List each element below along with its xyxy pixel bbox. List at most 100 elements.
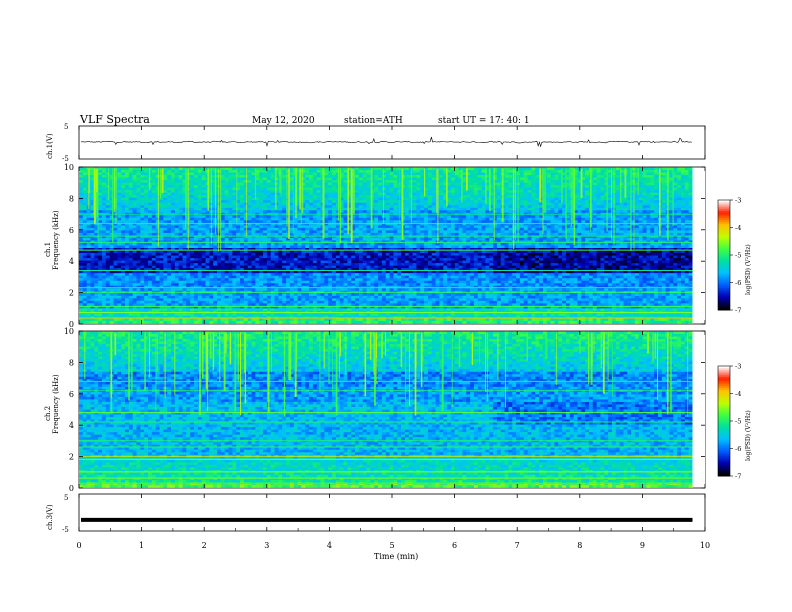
spectrogram-cell: [125, 276, 129, 279]
spectrogram-cell: [133, 276, 137, 279]
spectrogram-cell: [163, 321, 167, 324]
spectrogram-cell: [137, 246, 141, 249]
spectrogram-cell: [190, 288, 194, 291]
spectrogram-cell: [87, 288, 91, 291]
spectrogram-cell: [198, 178, 202, 181]
spectrogram-cell: [179, 205, 183, 208]
spectrogram-cell: [156, 203, 160, 206]
spectrogram-cell: [198, 180, 202, 183]
spectrogram-cell: [175, 288, 179, 291]
spectrogram-cell: [160, 238, 164, 241]
spectrogram-cell: [206, 296, 210, 299]
spectrogram-cell: [156, 296, 160, 299]
spectrogram-cell: [129, 190, 133, 193]
spectrogram-cell: [129, 296, 133, 299]
spectrogram-cell: [175, 228, 179, 231]
spectrogram-cell: [129, 200, 133, 203]
spectrogram-cell: [140, 193, 144, 196]
spectrogram-cell: [83, 281, 87, 284]
spectrogram-cell: [98, 183, 102, 186]
spectrogram-cell: [163, 266, 167, 269]
spectrogram-cell: [137, 253, 141, 256]
spectrogram-cell: [137, 225, 141, 228]
spectrogram-cell: [125, 301, 129, 304]
spectrogram-cell: [133, 263, 137, 266]
spectrogram-cell: [102, 215, 106, 218]
spectrogram-cell: [171, 233, 175, 236]
spectrogram-cell: [125, 246, 129, 249]
spectrogram-cell: [167, 318, 171, 321]
spectrogram-cell: [121, 218, 125, 221]
spectrogram-cell: [156, 190, 160, 193]
spectrogram-cell: [190, 301, 194, 304]
spectrogram-cell: [206, 281, 210, 284]
spectrogram-cell: [152, 251, 156, 254]
spectrogram-cell: [117, 233, 121, 236]
spectrogram-cell: [121, 185, 125, 188]
spectrogram-cell: [129, 243, 133, 246]
spectrogram-cell: [106, 233, 110, 236]
spectrogram-cell: [117, 296, 121, 299]
spectrogram-cell: [148, 210, 152, 213]
spectrogram-cell: [91, 298, 95, 301]
spectrogram-cell: [121, 273, 125, 276]
spectrogram-cell: [87, 251, 91, 254]
spectrogram-cell: [175, 253, 179, 256]
spectrogram-cell: [144, 278, 148, 281]
spectrogram-cell: [98, 208, 102, 211]
spectrogram-cell: [171, 208, 175, 211]
spectrogram-cell: [179, 188, 183, 191]
spectrogram-cell: [102, 185, 106, 188]
spectrogram-cell: [160, 263, 164, 266]
spectrogram-cell: [202, 173, 206, 176]
spectrogram-cell: [140, 238, 144, 241]
spectrogram-cell: [209, 258, 213, 261]
spectrogram-cell: [156, 218, 160, 221]
spectrogram-cell: [209, 293, 213, 296]
spectrogram-cell: [137, 256, 141, 259]
spectrogram-cell: [190, 170, 194, 173]
spectrogram-cell: [91, 225, 95, 228]
spectrogram-cell: [102, 170, 106, 173]
spectrogram-cell: [190, 220, 194, 223]
spectrogram-cell: [144, 198, 148, 201]
spectrogram-cell: [183, 230, 187, 233]
spectrogram-cell: [179, 273, 183, 276]
spectrogram-cell: [167, 215, 171, 218]
spectrogram-cell: [198, 281, 202, 284]
spectrogram-cell: [156, 256, 160, 259]
spectrogram-cell: [148, 243, 152, 246]
spectrogram-cell: [98, 230, 102, 233]
spectrogram-cell: [194, 253, 198, 256]
spectrogram-cell: [102, 301, 106, 304]
spectrogram-cell: [175, 278, 179, 281]
spectrogram-cell: [206, 321, 210, 324]
spectrogram-cell: [129, 258, 133, 261]
spectrogram-cell: [167, 178, 171, 181]
spectrogram-cell: [148, 263, 152, 266]
spectrogram-cell: [117, 271, 121, 274]
spectrogram-cell: [202, 193, 206, 196]
spectrogram-cell: [133, 258, 137, 261]
spectrogram-cell: [102, 198, 106, 201]
spectrogram-cell: [94, 243, 98, 246]
spectrogram-cell: [87, 321, 91, 324]
spectrogram-cell: [206, 230, 210, 233]
spectrogram-cell: [186, 271, 190, 274]
spectrogram-cell: [190, 238, 194, 241]
spectrogram-cell: [152, 208, 156, 211]
spectrogram-cell: [110, 318, 114, 321]
spectrogram-cell: [133, 175, 137, 178]
spectrogram-cell: [102, 193, 106, 196]
spectrogram-cell: [152, 263, 156, 266]
spectrogram-cell: [167, 281, 171, 284]
spectrogram-cell: [133, 168, 137, 171]
spectrogram-cell: [140, 251, 144, 254]
spectrogram-cell: [186, 258, 190, 261]
spectrogram-cell: [152, 168, 156, 171]
spectrogram-cell: [133, 178, 137, 181]
spectrogram-cell: [106, 200, 110, 203]
spectrogram-cell: [198, 263, 202, 266]
spectrogram-cell: [152, 301, 156, 304]
spectrogram-cell: [179, 238, 183, 241]
